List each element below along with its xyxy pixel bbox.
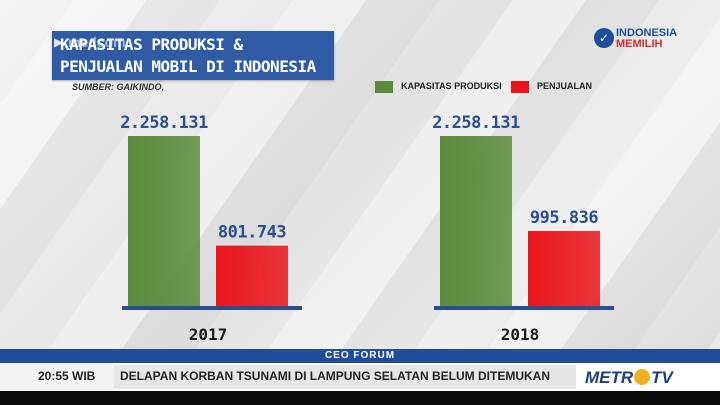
chart-title-line-1: KAPASITAS PRODUKSI & <box>60 35 243 54</box>
bar-produksi-2018 <box>440 136 512 306</box>
program-band: CEO FORUM <box>0 349 720 363</box>
metrotv-logo: METR TV <box>585 367 695 389</box>
bottom-strip <box>0 391 720 405</box>
x-axis-2017 <box>122 306 302 310</box>
headline-text: DELAPAN KORBAN TSUNAMI DI LAMPUNG SELATA… <box>120 369 550 383</box>
bar-produksi-2017 <box>128 136 200 306</box>
indonesia-memilih-icon: ✓ <box>594 28 614 48</box>
medcom-logo-icon: ▶ <box>54 35 64 49</box>
news-ticker: 20:55 WIB DELAPAN KORBAN TSUNAMI DI LAMP… <box>0 363 720 391</box>
headline-box: DELAPAN KORBAN TSUNAMI DI LAMPUNG SELATA… <box>114 365 576 389</box>
x-axis-2018 <box>434 306 614 310</box>
chart-title-line-2: PENJUALAN MOBIL DI INDONESIA <box>60 57 316 76</box>
chart-title-box: ▶ medcom KAPASITAS PRODUKSI & PENJUALAN … <box>52 31 334 80</box>
data-label-produksi-2018: 2.258.131 <box>432 113 520 133</box>
source-label: SUMBER: GAIKINDO, <box>72 82 164 92</box>
metrotv-logo-suffix: TV <box>651 368 673 387</box>
legend-swatch-produksi <box>375 81 393 93</box>
bar-penjualan-2017 <box>216 245 288 306</box>
legend-label-penjualan: PENJUALAN <box>537 81 593 91</box>
time-label: 20:55 WIB <box>38 369 96 383</box>
category-label-2017: 2017 <box>189 325 228 344</box>
time-box: 20:55 WIB <box>0 363 114 391</box>
data-label-produksi-2017: 2.258.131 <box>120 113 208 133</box>
data-label-penjualan-2017: 801.743 <box>218 223 286 243</box>
data-label-penjualan-2018: 995.836 <box>530 208 598 228</box>
logo-line-1: INDONESIA <box>616 27 678 39</box>
program-label: CEO FORUM <box>324 350 396 361</box>
bar-penjualan-2018 <box>528 231 600 306</box>
legend-swatch-penjualan <box>511 81 529 93</box>
metrotv-o-icon <box>634 369 651 385</box>
watermark-text: medcom <box>68 34 126 50</box>
metrotv-logo-prefix: METR <box>585 368 634 387</box>
category-label-2018: 2018 <box>501 325 540 344</box>
legend-label-produksi: KAPASITAS PRODUKSI <box>401 81 502 91</box>
logo-line-2: MEMILIH <box>616 38 663 50</box>
indonesia-memilih-logo: ✓ INDONESIA MEMILIH <box>594 24 684 54</box>
